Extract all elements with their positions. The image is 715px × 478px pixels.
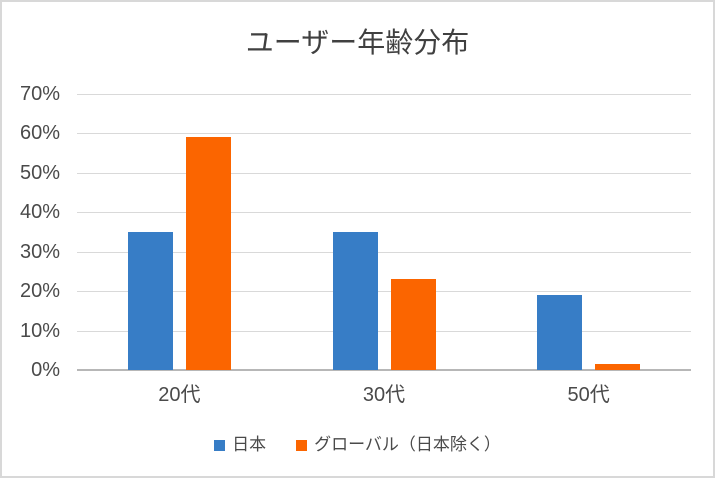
- gridline: [77, 133, 691, 135]
- y-axis-labels: 0% 10% 20% 30% 40% 50% 60% 70%: [8, 84, 60, 380]
- chart-title: ユーザー年齢分布: [245, 27, 470, 58]
- y-axis-tick-label: 0%: [31, 359, 60, 381]
- y-axis-tick-label: 40%: [19, 201, 60, 224]
- y-axis-tick-label: 60%: [19, 122, 60, 145]
- gridline: [77, 251, 691, 253]
- legend: 日本 グローバル（日本除く）: [2, 434, 713, 456]
- gridline: [77, 212, 691, 214]
- y-axis-tick-label: 10%: [19, 319, 60, 342]
- plot-area: [77, 94, 691, 371]
- x-axis-line: [77, 369, 691, 371]
- gridline: [77, 291, 691, 293]
- y-axis-tick-label: 70%: [19, 83, 60, 105]
- bar-series-1-category-3[interactable]: [537, 295, 583, 370]
- gridline: [77, 94, 691, 95]
- y-axis-tick-label: 30%: [19, 240, 60, 263]
- legend-label-series-1: 日本: [232, 435, 267, 454]
- y-axis-tick-label: 50%: [19, 161, 60, 184]
- bar-series-2-category-3[interactable]: [595, 364, 641, 370]
- gridline: [77, 172, 691, 174]
- legend-swatch-series-1: [214, 439, 226, 451]
- legend-item-series-1[interactable]: 日本: [214, 434, 266, 456]
- bar-series-2-category-2[interactable]: [390, 279, 436, 370]
- x-axis-labels: 20代 30代 50代: [77, 383, 691, 409]
- y-axis-tick-label: 20%: [19, 280, 60, 303]
- bar-series-1-category-2[interactable]: [332, 232, 378, 370]
- x-axis-tick-label: 30代: [362, 384, 406, 406]
- x-axis-tick-label: 50代: [567, 384, 610, 406]
- bar-series-1-category-1[interactable]: [127, 232, 173, 370]
- legend-item-series-2[interactable]: グローバル（日本除く）: [296, 434, 501, 456]
- gridline: [77, 330, 691, 332]
- x-axis-tick-label: 20代: [158, 384, 201, 406]
- legend-label-series-2: グローバル（日本除く）: [314, 435, 501, 454]
- bar-series-2-category-1[interactable]: [185, 137, 231, 370]
- legend-swatch-series-2: [296, 439, 308, 451]
